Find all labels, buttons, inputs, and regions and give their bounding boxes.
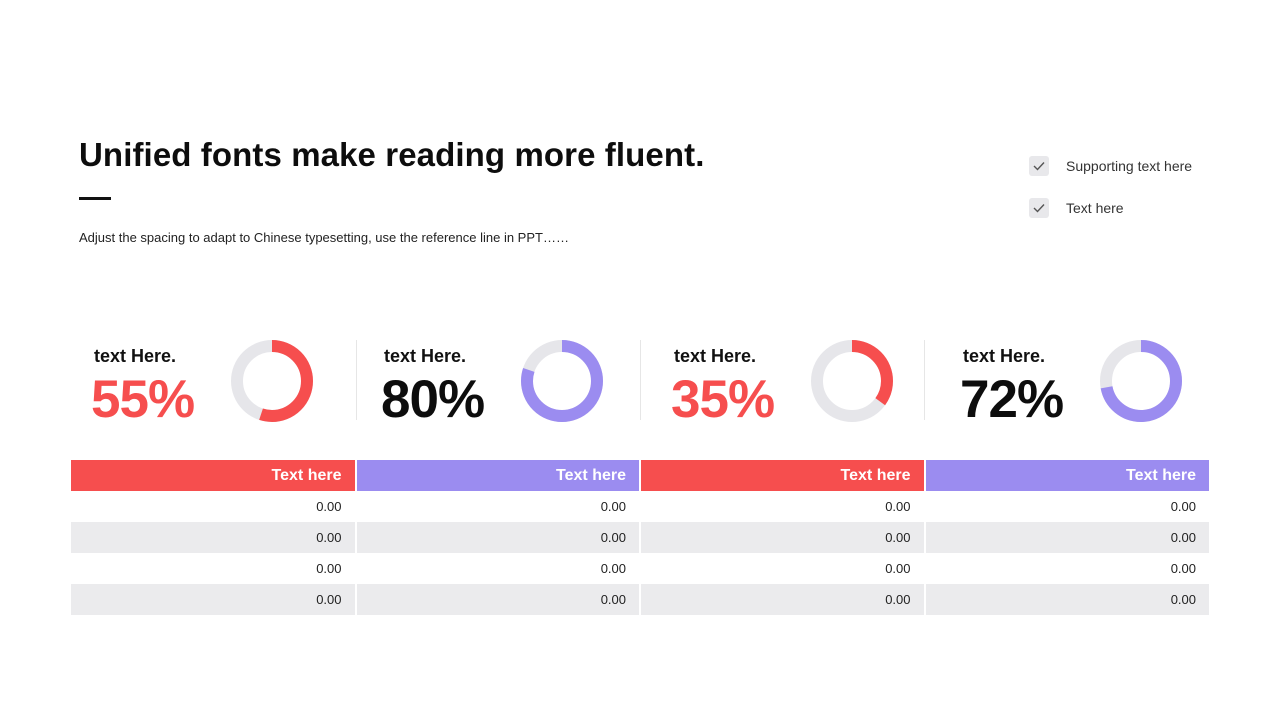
donut-chart bbox=[811, 340, 893, 422]
checklist-item[interactable]: Text here bbox=[1029, 197, 1192, 218]
table-cell: 0.00 bbox=[1170, 561, 1196, 576]
donut-progress bbox=[811, 340, 893, 422]
checklist: Supporting text here Text here bbox=[1029, 155, 1192, 239]
data-table: Text here Text here Text here Text here … bbox=[71, 460, 1209, 615]
checkbox-checked-icon[interactable] bbox=[1029, 155, 1049, 176]
table-cell: 0.00 bbox=[640, 522, 926, 553]
table-cell: 0.00 bbox=[355, 522, 641, 553]
table-header-cell: Text here bbox=[640, 460, 926, 491]
table-cell: 0.00 bbox=[1170, 499, 1196, 514]
table-row: 0.00 0.00 0.00 0.00 bbox=[71, 553, 1209, 584]
table-row: 0.00 0.00 0.00 0.00 bbox=[71, 522, 1209, 553]
table-cell: 0.00 bbox=[640, 584, 926, 615]
stat-card: text Here. 55% bbox=[71, 335, 355, 429]
table-cell: 0.00 bbox=[924, 584, 1209, 615]
page-subtitle: Adjust the spacing to adapt to Chinese t… bbox=[79, 230, 569, 245]
donut-chart bbox=[231, 340, 313, 422]
donut-progress bbox=[521, 340, 603, 422]
table-header-row: Text here Text here Text here Text here bbox=[71, 460, 1209, 491]
stat-label: text Here. bbox=[674, 346, 757, 366]
stat-card: text Here. 35% bbox=[651, 335, 935, 429]
table-cell: 0.00 bbox=[640, 491, 926, 522]
checklist-item[interactable]: Supporting text here bbox=[1029, 155, 1192, 176]
table-cell: 0.00 bbox=[71, 491, 357, 522]
table-row: 0.00 0.00 0.00 0.00 bbox=[71, 584, 1209, 615]
stat-label: text Here. bbox=[963, 346, 1046, 366]
donut-progress bbox=[231, 340, 313, 422]
stat-divider bbox=[640, 340, 641, 420]
stat-card: text Here. 80% bbox=[361, 335, 645, 429]
table-cell: 0.00 bbox=[355, 491, 641, 522]
table-header-cell: Text here bbox=[924, 460, 1209, 491]
table-header-cell: Text here bbox=[355, 460, 641, 491]
table-cell: 0.00 bbox=[71, 522, 357, 553]
stat-divider bbox=[356, 340, 357, 420]
table-cell: 0.00 bbox=[71, 553, 357, 584]
table-cell: 0.00 bbox=[355, 553, 641, 584]
table-cell: 0.00 bbox=[71, 584, 357, 615]
donut-progress bbox=[1100, 340, 1182, 422]
title-underline bbox=[79, 197, 111, 200]
donut-chart bbox=[1100, 340, 1182, 422]
page-title: Unified fonts make reading more fluent. bbox=[79, 136, 705, 173]
stat-card: text Here. 72% bbox=[940, 335, 1224, 429]
stat-label: text Here. bbox=[94, 346, 177, 366]
stat-label: text Here. bbox=[384, 346, 467, 366]
table-cell: 0.00 bbox=[924, 522, 1209, 553]
table-header-cell: Text here bbox=[71, 460, 357, 491]
checkbox-checked-icon[interactable] bbox=[1029, 197, 1049, 218]
table-cell: 0.00 bbox=[355, 584, 641, 615]
stat-value: 72% bbox=[960, 370, 1064, 429]
donut-chart bbox=[521, 340, 603, 422]
table-row: 0.00 0.00 0.00 0.00 bbox=[71, 491, 1209, 522]
stat-divider bbox=[924, 340, 925, 420]
stat-value: 80% bbox=[381, 370, 485, 429]
checklist-item-label: Supporting text here bbox=[1066, 157, 1193, 174]
table-cell: 0.00 bbox=[640, 553, 926, 584]
stat-value: 55% bbox=[91, 370, 195, 429]
stat-value: 35% bbox=[671, 370, 775, 429]
checklist-item-label: Text here bbox=[1066, 199, 1124, 216]
